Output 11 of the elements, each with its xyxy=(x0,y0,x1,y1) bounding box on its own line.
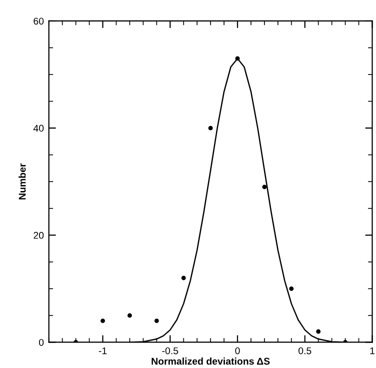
x-axis-title: Normalized deviations ΔS xyxy=(152,358,270,365)
x-tick-label: 1 xyxy=(370,347,374,354)
x-tick-label: 0.5 xyxy=(298,347,312,354)
x-tick-label: 0 xyxy=(235,347,240,354)
y-tick-label: 40 xyxy=(33,124,44,132)
y-tick-label: 0 xyxy=(38,338,44,346)
x-tick-label: -0.5 xyxy=(162,347,178,354)
y-tick-label: 20 xyxy=(34,232,44,239)
y-tick-label: 60 xyxy=(34,18,44,25)
y-axis-title: Number xyxy=(18,163,26,200)
x-tick-label: -1 xyxy=(98,347,107,354)
